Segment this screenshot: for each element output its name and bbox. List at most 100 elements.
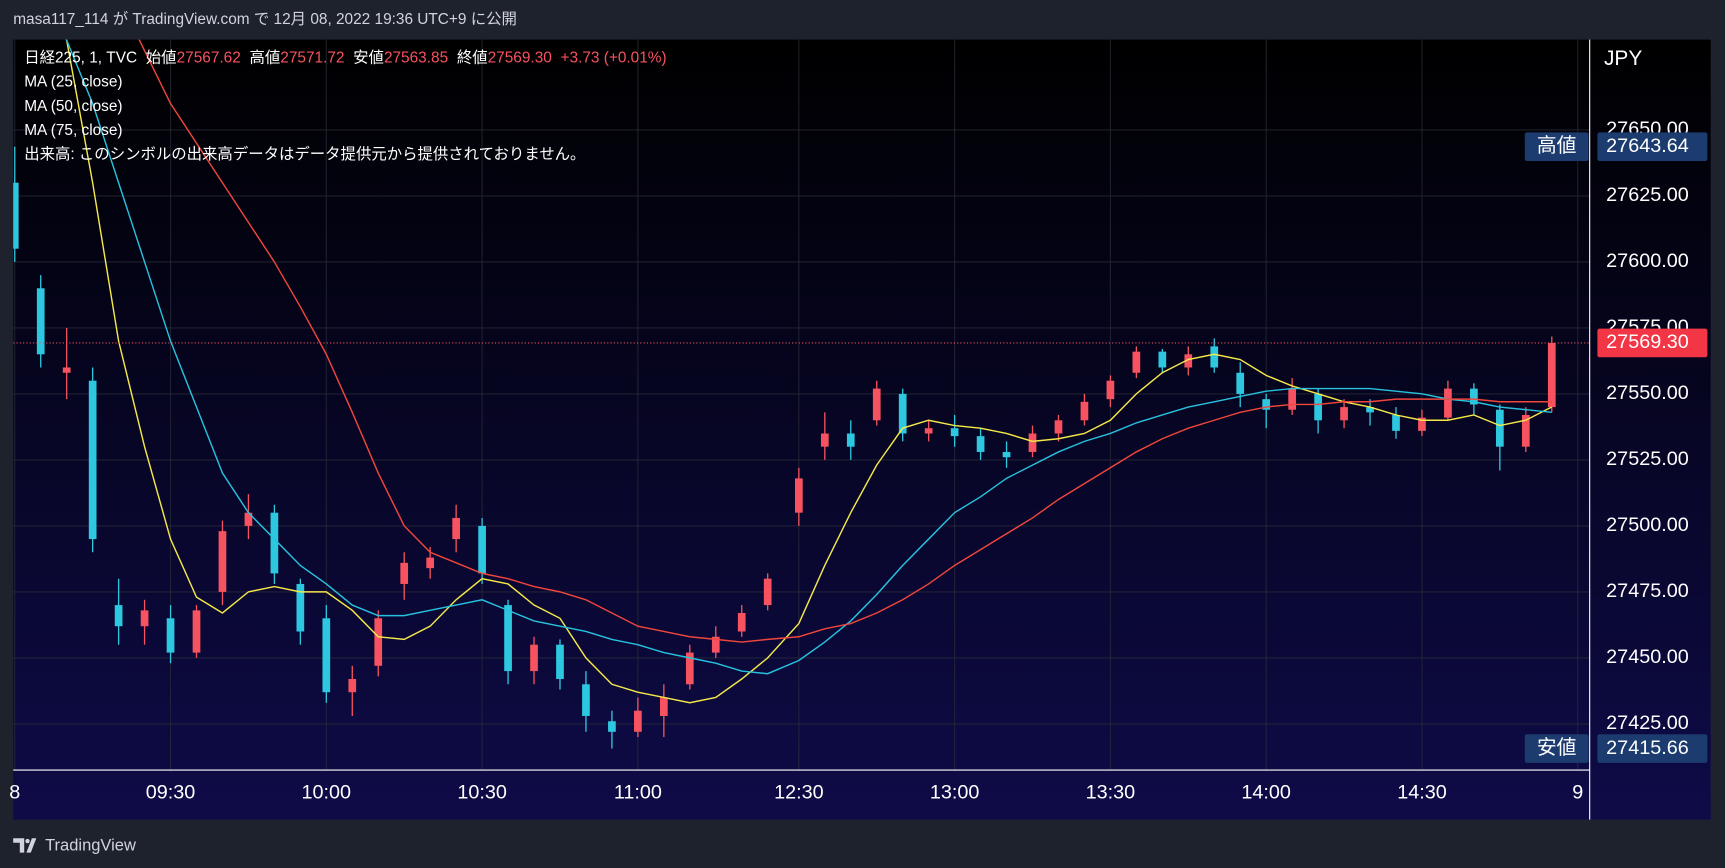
low-marker-box: [1597, 734, 1708, 763]
candle-body: [114, 605, 123, 627]
candle-body: [1106, 380, 1115, 400]
candle-body: [322, 618, 331, 693]
candle-body: [1340, 407, 1348, 421]
low-value: 27563.85: [384, 49, 448, 66]
candle-body: [820, 433, 829, 447]
candle-body: [582, 684, 590, 716]
candle-body: [1547, 342, 1556, 408]
candle-body: [348, 679, 357, 693]
high-marker-label: 高値: [1537, 135, 1577, 157]
candle-body: [270, 512, 279, 574]
candle-body: [530, 644, 538, 672]
high-marker-box: [1597, 132, 1708, 161]
axes: 27425.00 27450.00 27475.00 27500.00 27525.00…: [9, 118, 1708, 803]
x-tick-label: 13:00: [930, 781, 980, 803]
candle-body: [556, 644, 564, 680]
candle-body: [659, 697, 668, 716]
candle-body: [374, 618, 383, 666]
y-tick-label: 27625.00: [1606, 184, 1689, 206]
candle-body: [1054, 420, 1063, 434]
candle-body: [685, 652, 694, 685]
candle-body: [794, 478, 803, 513]
candle-body: [192, 610, 201, 653]
last-price-box: [1597, 328, 1708, 358]
candle-body: [218, 531, 227, 592]
x-tick-label: 12:30: [774, 781, 824, 803]
x-tick-label: 14:30: [1397, 781, 1447, 803]
candle-body: [737, 613, 746, 632]
candle-body: [1496, 409, 1504, 447]
candle-body: [1470, 388, 1478, 405]
logo-dot: [25, 838, 30, 844]
low-label: 安値: [353, 48, 384, 66]
candle-body: [1314, 393, 1322, 421]
candle-body: [1184, 354, 1193, 368]
symbol: 日経225, 1, TVC: [24, 48, 137, 66]
x-tick-label: 10:30: [457, 781, 507, 803]
candle-body: [1236, 372, 1245, 394]
candle-body: [13, 182, 19, 249]
x-tick-label: 9: [1572, 781, 1583, 803]
candle-body: [872, 388, 881, 421]
candle-body: [1262, 399, 1271, 410]
candle-body: [36, 288, 45, 355]
moving-average-line: [65, 39, 1552, 675]
low-marker-value: 27415.66: [1606, 737, 1689, 759]
x-tick-label: 14:00: [1241, 781, 1291, 803]
x-tick-label: 13:30: [1086, 781, 1136, 803]
last-price-label: 27569.30: [1606, 331, 1689, 353]
chart-background: [13, 39, 1711, 820]
high-marker-value: 27643.64: [1606, 135, 1689, 157]
candle-body: [950, 428, 959, 437]
high-value: 27571.72: [280, 49, 344, 66]
close-value: 27569.30: [488, 49, 552, 66]
candle-body: [1210, 346, 1219, 368]
candle-body: [1158, 351, 1167, 368]
close-label: 終値: [457, 48, 488, 66]
legend-ma: MA (25, close): [24, 74, 122, 91]
legend-ma: MA (75, close): [24, 122, 122, 139]
candle-body: [478, 525, 486, 574]
candle-body: [62, 367, 71, 373]
publish-header: masa117_114 が TradingView.com で 12月 08, …: [13, 10, 517, 28]
high-marker-tag: [1524, 132, 1589, 161]
x-tick-label: 11:00: [614, 781, 662, 803]
volume-notice: 出来高: このシンボルの出来高データはデータ提供元から提供されておりません。: [24, 144, 585, 163]
candle-body: [504, 605, 512, 672]
y-tick-label: 27500.00: [1606, 514, 1689, 536]
candle-body: [1444, 388, 1452, 418]
y-tick-label: 27425.00: [1606, 712, 1689, 734]
x-tick-label: 09:30: [146, 781, 196, 803]
candle-body: [1002, 451, 1011, 458]
currency: JPY: [1604, 47, 1642, 70]
legend-ma: MA (50, close): [24, 98, 122, 115]
low-marker-tag: [1524, 734, 1589, 763]
candle-body: [426, 557, 435, 569]
candle-body: [452, 517, 460, 540]
candle-body: [1028, 433, 1037, 452]
candle-body: [608, 721, 616, 732]
y-tick-label: 27475.00: [1606, 580, 1689, 602]
y-tick-label: 27450.00: [1606, 646, 1689, 668]
open-label: 始値: [146, 48, 177, 66]
x-tick-label: 10:00: [302, 781, 352, 803]
high-label: 高値: [249, 48, 280, 66]
candle-body: [1366, 407, 1374, 413]
moving-average-line: [65, 39, 1553, 704]
candle-body: [1521, 415, 1530, 447]
candle-body: [1288, 388, 1296, 410]
change: +3.73 (+0.01%): [561, 49, 667, 66]
candle-body: [166, 618, 175, 653]
candle-body: [924, 428, 933, 434]
candle-body: [763, 578, 772, 606]
candle-body: [400, 562, 409, 584]
candle-body: [244, 512, 253, 526]
candle-body: [296, 583, 305, 632]
candle-body: [1418, 417, 1426, 431]
open-value: 27567.62: [177, 49, 241, 66]
candle-body: [898, 393, 907, 434]
plot-area: [13, 39, 1590, 749]
legend-ohlc: 日経225, 1, TVC 始値27567.62 高値27571.72 安値27…: [24, 48, 666, 66]
